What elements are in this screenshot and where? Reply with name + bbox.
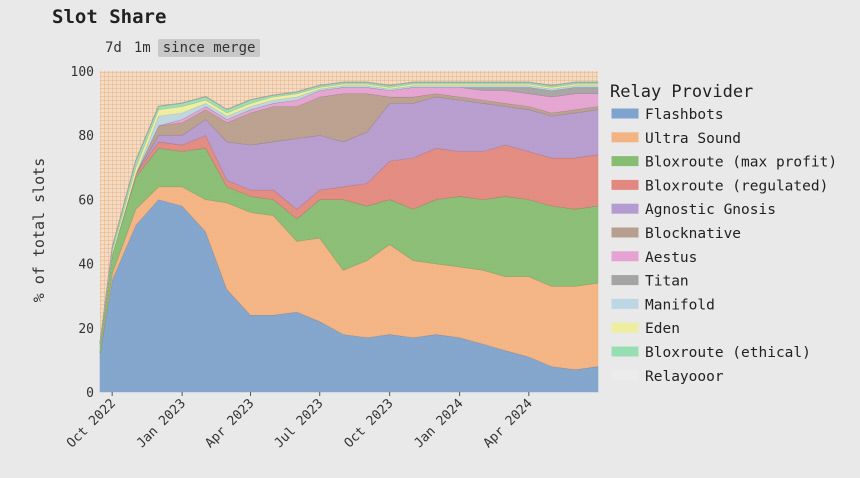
x-tick-label: Oct 2022 xyxy=(64,396,119,451)
legend-swatch[interactable] xyxy=(611,227,639,238)
y-tick-label: 0 xyxy=(86,386,94,401)
legend-label[interactable]: Ultra Sound xyxy=(645,131,741,147)
x-tick-label: Jul 2023 xyxy=(272,396,327,451)
x-axis: Oct 2022 Jan 2023 Apr 2023 Jul 2023 Oct 2023… xyxy=(64,392,536,451)
y-tick-label: 60 xyxy=(78,193,94,208)
legend-label[interactable]: Bloxroute (regulated) xyxy=(645,178,828,194)
y-tick-label: 20 xyxy=(78,322,94,337)
legend-label[interactable]: Eden xyxy=(645,321,680,337)
range-7d-button[interactable]: 7d xyxy=(105,40,122,56)
x-tick-label: Jan 2024 xyxy=(412,396,467,451)
legend-title: Relay Provider xyxy=(610,82,753,102)
legend-label[interactable]: Aestus xyxy=(645,250,697,266)
y-tick-label: 100 xyxy=(71,65,94,80)
area-series-group xyxy=(99,81,599,393)
legend-label[interactable]: Bloxroute (ethical) xyxy=(645,345,811,361)
legend-swatch[interactable] xyxy=(611,156,639,167)
legend-swatch[interactable] xyxy=(611,346,639,357)
legend-label[interactable]: Bloxroute (max profit) xyxy=(645,155,837,171)
range-since-merge-button[interactable]: since merge xyxy=(157,39,261,57)
legend: Relay Provider Flashbots Ultra Sound Bloxr… xyxy=(610,82,837,385)
legend-label[interactable]: Relayooor xyxy=(645,369,724,385)
x-tick-label: Apr 2023 xyxy=(202,396,257,451)
legend-swatch[interactable] xyxy=(611,179,639,190)
legend-swatch[interactable] xyxy=(611,322,639,333)
y-tick-label: 80 xyxy=(78,129,94,144)
legend-label[interactable]: Agnostic Gnosis xyxy=(645,202,776,218)
legend-label[interactable]: Titan xyxy=(645,274,689,290)
legend-swatch[interactable] xyxy=(611,370,639,381)
legend-swatch[interactable] xyxy=(611,275,639,286)
legend-label[interactable]: Manifold xyxy=(645,297,715,313)
y-tick-label: 40 xyxy=(78,258,94,273)
legend-swatch[interactable] xyxy=(611,132,639,143)
x-tick-label: Oct 2023 xyxy=(342,396,397,451)
range-1m-button[interactable]: 1m xyxy=(133,40,151,56)
range-selector: 7d 1m since merge xyxy=(100,39,261,57)
legend-swatch[interactable] xyxy=(611,203,639,214)
legend-swatch[interactable] xyxy=(611,108,639,119)
legend-swatch[interactable] xyxy=(611,298,639,309)
area-edge-11 xyxy=(99,81,598,344)
legend-swatch[interactable] xyxy=(611,251,639,262)
legend-label[interactable]: Blocknative xyxy=(645,226,741,242)
y-axis-label: % of total slots xyxy=(30,158,48,303)
x-tick-label: Jan 2023 xyxy=(134,396,189,451)
legend-label[interactable]: Flashbots xyxy=(645,107,724,123)
y-axis: 0 20 40 60 80 100 xyxy=(71,65,94,401)
x-tick-label: Apr 2024 xyxy=(481,396,536,451)
chart-title: Slot Share xyxy=(52,6,167,28)
